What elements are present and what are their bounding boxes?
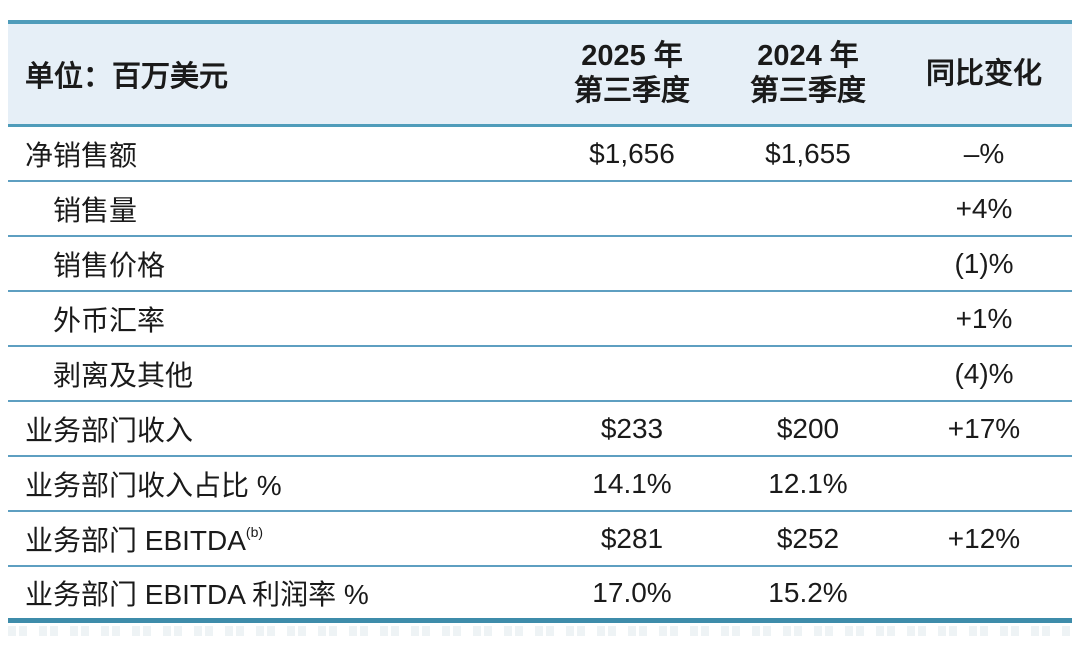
- row-label-superscript: (b): [245, 523, 264, 540]
- value-2024-q3: $252: [776, 522, 840, 554]
- col-header-2024-q3-line1: 2024 年: [757, 40, 859, 73]
- row-label-cell: 外币汇率: [8, 299, 544, 339]
- table-row: 销售价格 (1)%: [8, 237, 1072, 292]
- row-label-cell: 净销售额: [8, 134, 544, 174]
- row-label: 业务部门 EBITDA 利润率 %: [25, 578, 369, 610]
- value-2024-q3: $200: [776, 412, 840, 444]
- row-label: 业务部门收入占比 %: [25, 469, 282, 501]
- table-row: 业务部门 EBITDA 利润率 % 17.0% 15.2%: [8, 567, 1072, 618]
- value-2024-q3: 15.2%: [768, 576, 848, 608]
- value-yoy-change: (1)%: [954, 247, 1014, 279]
- value-yoy-change: +12%: [947, 522, 1021, 554]
- value-yoy-change: +4%: [955, 192, 1013, 224]
- table-row: 业务部门收入占比 % 14.1% 12.1%: [8, 457, 1072, 512]
- row-label-cell: 业务部门 EBITDA(b): [8, 519, 544, 559]
- row-label: 剥离及其他: [53, 359, 194, 391]
- row-label: 外币汇率: [53, 304, 166, 336]
- row-label-cell: 销售量: [8, 189, 544, 229]
- financial-summary-table: 单位：百万美元 2025 年 第三季度 2024 年 第三季度 同比变化 净销售…: [8, 20, 1072, 636]
- value-2024-q3: $1,655: [765, 137, 851, 169]
- col-header-2025-q3-line1: 2025 年: [581, 40, 683, 73]
- row-label-cell: 业务部门收入占比 %: [8, 464, 544, 504]
- value-2025-q3: 14.1%: [592, 467, 672, 499]
- col-header-yoy-change-line1: 同比变化: [925, 57, 1042, 90]
- table-row: 外币汇率 +1%: [8, 292, 1072, 347]
- value-yoy-change: +17%: [947, 412, 1021, 444]
- faded-watermark-strip: [8, 626, 1072, 636]
- table-row: 剥离及其他 (4)%: [8, 347, 1072, 402]
- row-label: 业务部门收入: [25, 414, 194, 446]
- row-label: 销售量: [53, 194, 138, 226]
- table-header-row: 单位：百万美元 2025 年 第三季度 2024 年 第三季度 同比变化: [8, 24, 1072, 127]
- value-2025-q3: $233: [600, 412, 664, 444]
- table-row: 净销售额 $1,656 $1,655 –%: [8, 127, 1072, 182]
- table: 单位：百万美元 2025 年 第三季度 2024 年 第三季度 同比变化 净销售…: [8, 20, 1072, 623]
- col-header-2024-q3-line2: 第三季度: [749, 75, 866, 107]
- value-2024-q3: 12.1%: [768, 467, 848, 499]
- table-row: 销售量 +4%: [8, 182, 1072, 237]
- row-label-cell: 剥离及其他: [8, 354, 544, 394]
- col-header-2025-q3: 2025 年 第三季度: [544, 39, 720, 109]
- row-label-cell: 销售价格: [8, 244, 544, 284]
- table-row: 业务部门收入 $233 $200 +17%: [8, 402, 1072, 457]
- value-2025-q3: 17.0%: [592, 576, 672, 608]
- value-yoy-change: +1%: [955, 302, 1013, 334]
- row-label: 净销售额: [25, 139, 138, 171]
- table-row: 业务部门 EBITDA(b) $281 $252 +12%: [8, 512, 1072, 567]
- value-yoy-change: –%: [963, 137, 1005, 169]
- col-header-2025-q3-line2: 第三季度: [573, 75, 690, 107]
- row-label-cell: 业务部门 EBITDA 利润率 %: [8, 573, 544, 613]
- value-2025-q3: $1,656: [589, 137, 675, 169]
- col-header-2024-q3: 2024 年 第三季度: [720, 39, 896, 109]
- col-header-yoy-change: 同比变化: [896, 57, 1072, 92]
- unit-label: 单位：百万美元: [25, 61, 229, 93]
- row-label: 业务部门 EBITDA: [25, 524, 246, 556]
- value-2025-q3: $281: [600, 522, 664, 554]
- row-label: 销售价格: [53, 249, 166, 281]
- row-label-cell: 业务部门收入: [8, 409, 544, 449]
- table-body: 净销售额 $1,656 $1,655 –% 销售量 +4% 销售价格 (1)% …: [8, 127, 1072, 618]
- value-yoy-change: (4)%: [954, 357, 1014, 389]
